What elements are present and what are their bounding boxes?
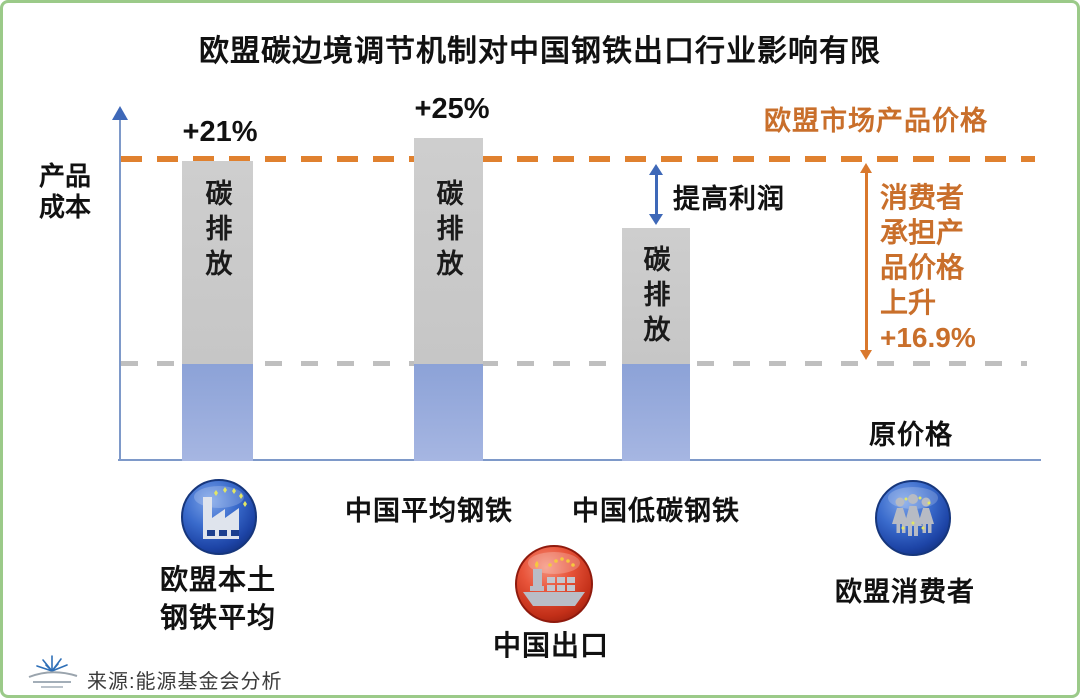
eu-factory-label: 欧盟本土 钢铁平均 (159, 564, 277, 633)
consumer-price-rise-note: 消费者 承担产 品价格 上升 +16.9% (880, 182, 976, 353)
carbon-emission-label: 碳排放 (205, 179, 233, 279)
original-price-line (121, 361, 1027, 366)
x-axis-line (118, 459, 1041, 461)
bar-eu-steel-base-segment (182, 364, 253, 461)
original-price-label: 原价格 (869, 420, 953, 450)
bar-china-avg-base-segment (414, 364, 483, 461)
category-china-lowcarbon-steel: 中国低碳钢铁 (572, 496, 740, 526)
page-title: 欧盟碳边境调节机制对中国钢铁出口行业影响有限 (199, 35, 881, 68)
eu-market-price-line (121, 156, 1035, 162)
bar-china-lowcarbon-base-segment (622, 364, 690, 461)
energy-foundation-logo-icon (28, 655, 78, 688)
y-axis-arrow-icon (112, 106, 128, 120)
profit-label: 提高利润 (673, 184, 785, 214)
eu-consumers-label: 欧盟消费者 (835, 577, 975, 607)
china-ship-icon (515, 545, 593, 623)
carbon-emission-label: 碳排放 (436, 179, 464, 279)
eu-market-price-label: 欧盟市场产品价格 (764, 106, 988, 136)
y-axis-line (119, 115, 121, 460)
y-axis-label: 产品成本 (39, 161, 92, 222)
bar-annotation-plus25: +25% (414, 93, 490, 125)
category-china-average-steel: 中国平均钢铁 (345, 496, 513, 526)
source-note: 来源:能源基金会分析 (87, 671, 283, 693)
carbon-emission-label: 碳排放 (643, 245, 671, 345)
china-ship-label: 中国出口 (492, 630, 610, 661)
eu-factory-icon (181, 479, 257, 555)
eu-consumers-icon (875, 480, 951, 556)
bar-eu-steel-carbon-segment (182, 161, 253, 364)
bar-annotation-plus21: +21% (182, 116, 258, 148)
bar-china-avg-carbon-segment (414, 138, 483, 364)
bar-china-lowcarbon-carbon-segment (622, 228, 690, 364)
